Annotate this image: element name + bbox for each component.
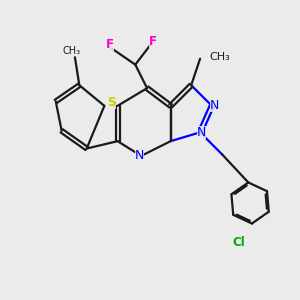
Text: Cl: Cl <box>232 236 245 249</box>
Text: F: F <box>106 38 114 50</box>
Text: CH₃: CH₃ <box>63 46 81 56</box>
Text: F: F <box>149 34 157 48</box>
Text: S: S <box>107 96 116 110</box>
Text: N: N <box>197 126 206 139</box>
Text: N: N <box>135 149 144 162</box>
Text: N: N <box>210 99 220 112</box>
Text: CH₃: CH₃ <box>209 52 230 62</box>
